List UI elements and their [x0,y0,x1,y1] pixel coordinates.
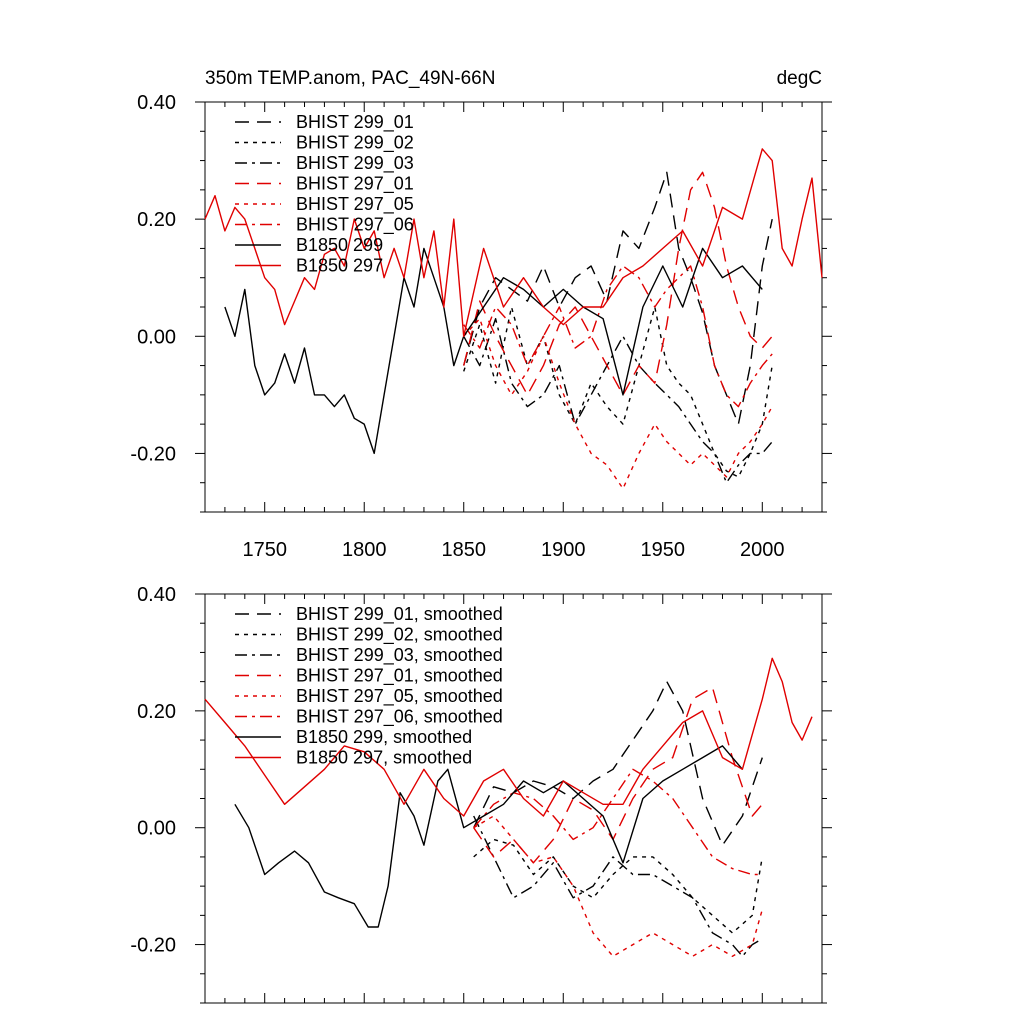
y-tick-label: 0.20 [137,209,176,231]
y-tick-label: 0.40 [137,584,176,606]
series-line-bhist-299-03-smoothed [473,815,763,957]
y-tick-label: 0.00 [137,818,176,840]
legend-label: BHIST 299_03 [296,153,414,174]
x-tick-label: 1800 [342,539,387,561]
legend-label: B1850 299, smoothed [296,727,472,747]
legend-label: BHIST 297_06, smoothed [296,707,503,728]
units-label: degC [777,68,822,89]
legend-label: BHIST 299_02 [296,133,414,154]
series-line-b1850-299-smoothed [234,745,743,928]
series-line-bhist-299-01-smoothed [473,680,763,846]
series-line-bhist-297-06 [463,265,773,408]
series-line-bhist-297-01-smoothed [473,686,763,864]
legend-label: BHIST 297_01 [296,174,414,195]
y-tick-label: 0.00 [137,326,176,348]
legend-label: BHIST 299_03, smoothed [296,645,503,666]
legend-label: B1850 297 [296,256,383,276]
legend-label: BHIST 297_05 [296,194,414,215]
series-line-b1850-297 [204,148,823,337]
series-line-bhist-299-02-smoothed [473,838,763,934]
y-tick-label: -0.20 [130,443,176,465]
legend-label: BHIST 299_02, smoothed [296,625,503,646]
series-line-bhist-297-01 [463,171,773,396]
x-tick-label: 1750 [242,539,287,561]
series-line-b1850-299 [224,247,763,455]
y-tick-label: 0.20 [137,701,176,723]
x-tick-label: 2000 [740,539,785,561]
series-line-bhist-297-05 [463,318,773,490]
y-tick-label: 0.40 [137,92,176,114]
x-tick-label: 1850 [441,539,486,561]
series-line-bhist-297-06-smoothed [473,768,763,876]
series-line-bhist-299-01 [463,171,773,425]
legend-label: BHIST 297_06 [296,215,414,236]
legend-label: B1850 297, smoothed [296,748,472,768]
legend-label: B1850 299 [296,235,383,255]
legend-label: BHIST 297_01, smoothed [296,666,503,687]
top-panel: 1750 1800 1850 1900 1950 2000 -0.20 0.00 0.20 0.4… [130,92,832,561]
legend-label: BHIST 297_05, smoothed [296,686,503,707]
legend-label: BHIST 299_01, smoothed [296,604,503,625]
legend-label: BHIST 299_01 [296,112,414,133]
series-line-b1850-297-smoothed [204,657,813,817]
y-tick-label: -0.20 [130,935,176,957]
x-tick-label: 1900 [541,539,586,561]
series-line-bhist-299-03 [463,318,773,484]
chart-title: 350m TEMP.anom, PAC_49N-66N [205,68,495,89]
x-tick-label: 1950 [641,539,686,561]
